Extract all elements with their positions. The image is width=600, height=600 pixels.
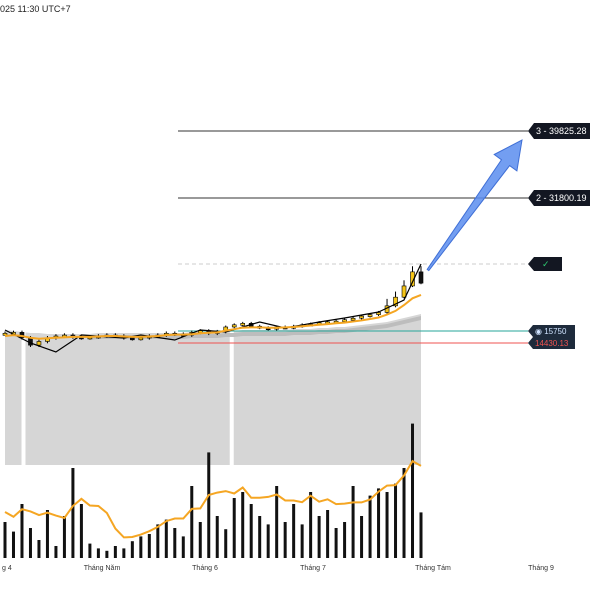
volume-bar-26: [215, 516, 219, 558]
level-label-bg-1: [528, 122, 590, 139]
volume-bar-19: [156, 524, 160, 558]
volume-bar-10: [79, 504, 83, 558]
price-marker-label-1: ◉ 15750: [528, 325, 575, 337]
volume-bar-44: [368, 495, 372, 558]
volume-bar-22: [181, 536, 185, 558]
volume-bar-35: [292, 504, 296, 558]
price-marker-bg-2: [528, 337, 575, 349]
volume-ma-line: [4, 459, 422, 539]
volume-bar-36: [300, 524, 304, 558]
volume-bar-9: [71, 468, 75, 558]
price-marker-text-2: 14430.13: [535, 339, 569, 348]
volume-bar-1: [3, 522, 7, 558]
volume-bar-15: [122, 548, 126, 558]
level-label-2: 2 - 31800.19: [528, 189, 590, 206]
volume-bar-25: [207, 452, 211, 558]
volume-bar-20: [164, 519, 168, 558]
volume-bar-29: [241, 492, 245, 558]
volume-bar-37: [309, 492, 313, 558]
x-tick-1: g 4: [2, 565, 12, 572]
volume-bar-46: [385, 492, 389, 558]
volume-bar-27: [224, 529, 228, 558]
volume-bar-14: [113, 546, 117, 558]
volume-bar-2: [11, 531, 15, 558]
volume-bar-42: [351, 486, 355, 558]
volume-bar-23: [190, 486, 194, 558]
candle-body-42: [350, 317, 356, 321]
candle-body-48: [401, 285, 407, 298]
volume-bar-6: [45, 510, 49, 558]
cloud-area: [5, 314, 421, 465]
x-tick-6: Tháng 9: [528, 565, 554, 572]
volume-bar-18: [147, 534, 151, 558]
volume-bar-48: [402, 468, 406, 558]
volume-bar-13: [105, 550, 109, 558]
moving-average: [4, 293, 422, 340]
x-tick-4: Tháng 7: [300, 565, 326, 572]
volume-bar-21: [173, 528, 177, 558]
volume-bar-30: [249, 504, 253, 558]
volume-bar-17: [139, 536, 143, 558]
volume-bar-24: [198, 522, 202, 558]
candle-body-16: [130, 337, 135, 341]
volume-bar-38: [317, 516, 321, 558]
chart-header-timestamp: 025 11:30 UTC+7: [0, 4, 71, 14]
check-badge-bg: [528, 257, 562, 271]
x-tick-2: Tháng Năm: [84, 565, 121, 572]
volume-bar-8: [62, 516, 66, 558]
candle-body-29: [240, 323, 246, 326]
level-lines: [178, 130, 528, 265]
volume-bar-31: [258, 516, 262, 558]
x-tick-3: Tháng 6: [192, 565, 218, 572]
candle-body-28: [231, 324, 237, 328]
price-marker-bg-1: [528, 325, 575, 337]
candle-body-44: [367, 314, 373, 317]
price-marker-lines: [178, 330, 528, 344]
volume-bar-12: [96, 548, 100, 558]
volume-bar-16: [130, 541, 134, 558]
level-labels: 3 - 39825.28 2 - 31800.19 ✓ ◉ 15750 14430.13: [528, 122, 590, 349]
volume-bar-11: [88, 543, 92, 558]
volume-bar-50: [419, 512, 423, 558]
volume-bar-47: [394, 483, 398, 558]
volume-bar-49: [411, 423, 415, 558]
check-badge: ✓: [528, 257, 562, 271]
candle-body-5: [36, 341, 42, 346]
volume-bars: [3, 423, 423, 558]
volume-bar-4: [28, 528, 32, 558]
volume-bar-41: [343, 522, 347, 558]
volume-bar-39: [326, 510, 330, 558]
candle-body-43: [359, 315, 364, 319]
projection-arrow-shape: [426, 139, 523, 272]
cloud-gap-2: [229, 320, 234, 470]
candle-body-17: [138, 337, 144, 341]
level-label-text-1: 3 - 39825.28: [536, 126, 587, 136]
volume-bar-40: [334, 528, 338, 558]
candle-body-47: [393, 296, 398, 307]
volume-bar-34: [283, 522, 287, 558]
x-tick-5: Tháng Tám: [415, 565, 451, 572]
volume-bar-45: [377, 488, 381, 558]
check-icon: ✓: [542, 259, 550, 269]
candle-body-41: [342, 319, 347, 322]
level-label-text-2: 2 - 31800.19: [536, 193, 587, 203]
zigzag-line: [4, 263, 422, 353]
volume-bar-28: [232, 498, 236, 558]
ma-line: [4, 293, 422, 340]
price-marker-text-1: ◉ 15750: [535, 327, 567, 336]
level-label-1: 3 - 39825.28: [528, 122, 590, 139]
volume-bar-32: [266, 524, 270, 558]
candle-body-50: [418, 271, 424, 284]
level-label-bg-2: [528, 189, 590, 206]
volume-bar-7: [54, 546, 58, 558]
volume-bar-33: [275, 486, 279, 558]
price-marker-label-2: 14430.13: [528, 337, 575, 349]
x-axis: g 4 Tháng Năm Tháng 6 Tháng 7 Tháng Tám Tháng…: [2, 565, 554, 572]
projection-arrow: [426, 139, 523, 272]
volume-bar-3: [20, 504, 24, 558]
volume-bar-43: [360, 516, 364, 558]
cloud-gap-1: [21, 320, 26, 470]
volume-bar-5: [37, 540, 41, 558]
